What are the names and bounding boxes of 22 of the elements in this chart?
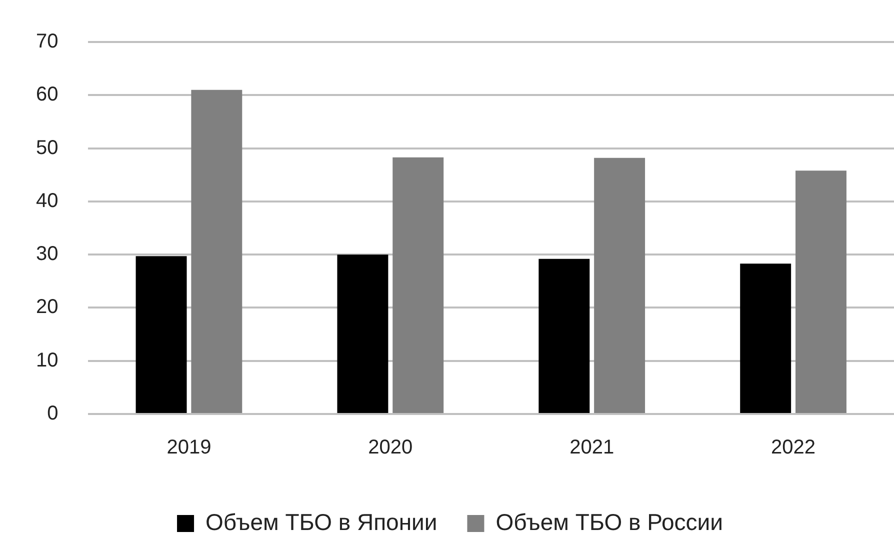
bar <box>538 258 590 413</box>
bar <box>392 157 444 413</box>
bar <box>191 90 242 413</box>
y-tick-label: 10 <box>36 349 58 372</box>
bar <box>740 264 792 413</box>
y-tick-label: 40 <box>36 190 58 212</box>
y-tick-label: 20 <box>36 296 58 318</box>
y-tick-label: 70 <box>36 30 58 53</box>
bar <box>594 158 646 413</box>
legend-label: Объем ТБО в России <box>496 508 723 535</box>
y-tick-label: 60 <box>36 84 58 106</box>
x-tick-label: 2019 <box>166 436 212 459</box>
bar <box>337 254 388 413</box>
y-tick-label: 30 <box>36 243 58 266</box>
x-tick-label: 2020 <box>368 436 413 459</box>
y-tick-label: 0 <box>47 402 58 425</box>
legend-label: Объем ТБО в Японии <box>206 508 438 535</box>
bar <box>136 256 187 413</box>
y-tick-label: 50 <box>36 136 58 159</box>
bar <box>795 170 846 413</box>
x-tick-label: 2021 <box>570 436 614 459</box>
x-tick-label: 2022 <box>771 436 816 459</box>
